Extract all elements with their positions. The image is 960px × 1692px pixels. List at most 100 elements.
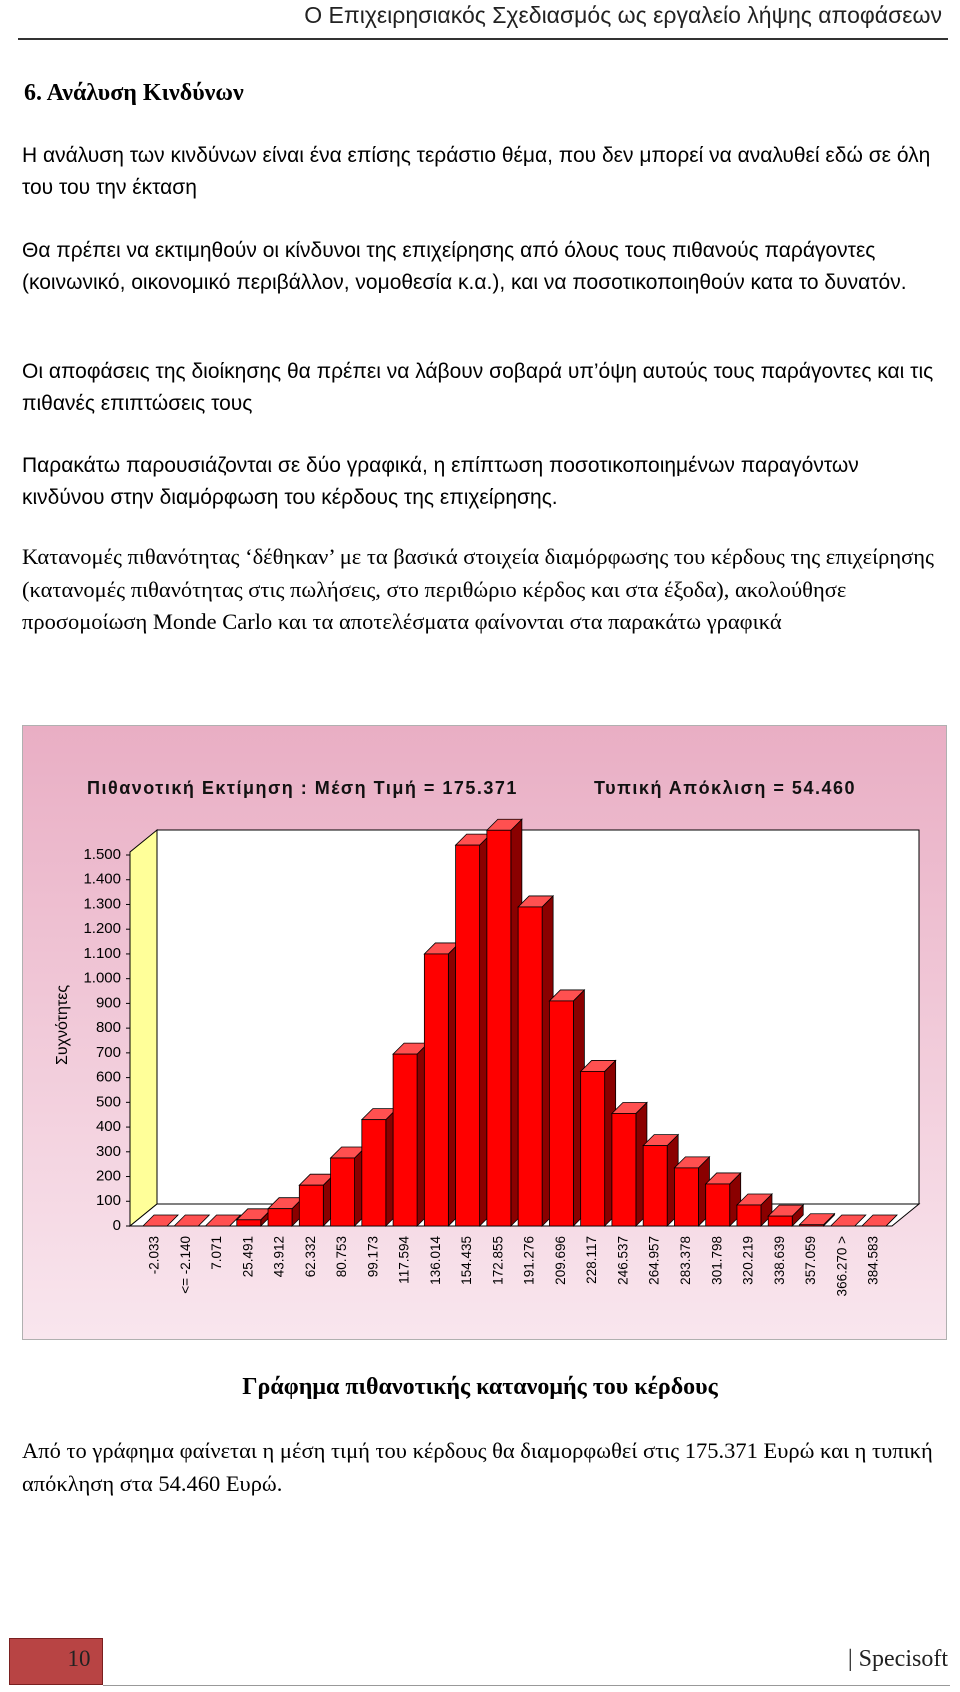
- side-wall: [129, 828, 158, 1228]
- y-tick-label: 1.300: [83, 895, 121, 912]
- bar-top: [829, 1214, 867, 1227]
- footer-brand: | Specisoft: [847, 1646, 948, 1672]
- bar: [798, 1212, 836, 1227]
- caption: Γράφημα πιθανοτικής κατανομής του κέρδου…: [242, 1374, 718, 1400]
- y-tick-label: 1.100: [83, 945, 121, 962]
- x-tick-label: 117.594: [397, 1236, 412, 1284]
- y-axis-label: Συχνότητες: [54, 985, 71, 1065]
- bar: [767, 1204, 805, 1227]
- section-title: 6. Ανάλυση Κινδύνων: [24, 80, 244, 106]
- bar: [267, 1196, 305, 1227]
- y-tick-label: 500: [96, 1093, 121, 1110]
- y-tick-label: 1.000: [83, 970, 121, 987]
- bar-front: [548, 1000, 574, 1227]
- bar: [454, 833, 492, 1227]
- bar: [704, 1171, 742, 1227]
- page-number-box: [9, 1638, 103, 1685]
- y-tick-label: 400: [96, 1118, 121, 1135]
- x-tick-label: 154.435: [459, 1236, 474, 1285]
- y-tick-label: 1.400: [83, 871, 121, 888]
- x-tick-label: 7.071: [209, 1236, 224, 1270]
- bar-front: [705, 1183, 731, 1227]
- bar: [829, 1214, 867, 1227]
- bar: [642, 1133, 680, 1227]
- paragraph: Παρακάτω παρουσιάζονται σε δύο γραφικά, …: [22, 454, 859, 509]
- y-tick-label: 900: [96, 994, 121, 1011]
- footer-rule: [103, 1685, 950, 1686]
- bar-front: [236, 1219, 262, 1227]
- x-tick-label: 301.798: [709, 1236, 724, 1285]
- bar: [392, 1042, 430, 1227]
- bar-front: [486, 829, 512, 1227]
- bar-front: [580, 1071, 606, 1227]
- bar-top: [204, 1214, 242, 1227]
- bar: [517, 894, 555, 1227]
- x-tick-label: 209.696: [553, 1236, 568, 1285]
- bar-front: [423, 953, 449, 1227]
- bar: [610, 1101, 648, 1227]
- bar: [485, 818, 523, 1227]
- bar: [735, 1193, 773, 1227]
- y-tick-label: 1.200: [83, 920, 121, 937]
- bar: [329, 1146, 367, 1227]
- y-tick-label: 100: [96, 1192, 121, 1209]
- bar-front: [361, 1119, 387, 1227]
- x-tick-label: 62.332: [303, 1236, 318, 1277]
- x-tick-label: 357.059: [803, 1236, 818, 1285]
- bar-top: [173, 1214, 211, 1227]
- bar-top: [861, 1214, 898, 1227]
- bar: [204, 1214, 242, 1227]
- x-tick-label: 228.117: [584, 1236, 599, 1284]
- bar: [579, 1059, 617, 1227]
- x-tick-label: 320.219: [741, 1236, 756, 1285]
- bar-top: [142, 1214, 179, 1227]
- bar: [548, 988, 586, 1227]
- x-tick-label: 172.855: [490, 1236, 505, 1285]
- paragraph: Κατανομές πιθανότητας ‘δέθηκαν’ με τα βα…: [22, 544, 934, 634]
- x-tick-label: 99.173: [365, 1236, 380, 1277]
- y-tick-label: 300: [96, 1143, 121, 1160]
- bar: [173, 1214, 211, 1227]
- bar-front: [392, 1053, 418, 1227]
- x-tick-label: 366.270 >: [834, 1236, 849, 1297]
- x-tick-label: 25.491: [240, 1236, 255, 1277]
- bar-front: [298, 1184, 324, 1227]
- x-tick-label: 80.753: [334, 1236, 349, 1277]
- page-number: 10: [67, 1646, 91, 1671]
- bar: [423, 941, 461, 1227]
- bar: [142, 1214, 179, 1227]
- x-tick-label: 246.537: [615, 1236, 630, 1285]
- y-tick-label: 600: [96, 1069, 121, 1086]
- bar-front: [611, 1113, 637, 1227]
- y-tick-label: 800: [96, 1019, 121, 1036]
- y-tick-label: 200: [96, 1168, 121, 1185]
- x-tick-label: 43.912: [272, 1236, 287, 1277]
- y-tick-label: 0: [113, 1217, 121, 1234]
- bar: [861, 1214, 898, 1227]
- bar-front: [799, 1224, 824, 1227]
- y-tick-label: 1.500: [83, 846, 121, 863]
- y-tick-label: 700: [96, 1044, 121, 1061]
- paragraph: Θα πρέπει να εκτιμηθούν οι κίνδυνοι της …: [22, 239, 907, 294]
- x-tick-label: 384.583: [866, 1236, 881, 1285]
- x-tick-label: 283.378: [678, 1236, 693, 1285]
- header-rule: [18, 38, 948, 40]
- paragraph: Οι αποφάσεις της διοίκησης θα πρέπει να …: [22, 360, 934, 415]
- bar-front: [642, 1145, 668, 1227]
- x-tick-label: 136.014: [428, 1236, 443, 1285]
- bar: [673, 1155, 711, 1227]
- bar-front: [736, 1204, 762, 1227]
- chart-title: Πιθανοτική Εκτίμηση : Μέση Τιμή = 175.37…: [87, 778, 518, 798]
- bar-front: [674, 1167, 699, 1227]
- bar-front: [767, 1215, 793, 1227]
- bar: [360, 1107, 398, 1227]
- x-tick-label: -2.033: [147, 1236, 162, 1274]
- chart: Πιθανοτική Εκτίμηση : Μέση Τιμή = 175.37…: [22, 725, 947, 1340]
- x-tick-label: 191.276: [522, 1236, 537, 1285]
- x-tick-label: 264.957: [647, 1236, 662, 1285]
- bar-front: [517, 906, 543, 1227]
- x-tick-label: 338.639: [772, 1236, 787, 1285]
- bar: [298, 1173, 336, 1227]
- conclusion: Από το γράφημα φαίνεται η μέση τιμή του …: [22, 1438, 933, 1496]
